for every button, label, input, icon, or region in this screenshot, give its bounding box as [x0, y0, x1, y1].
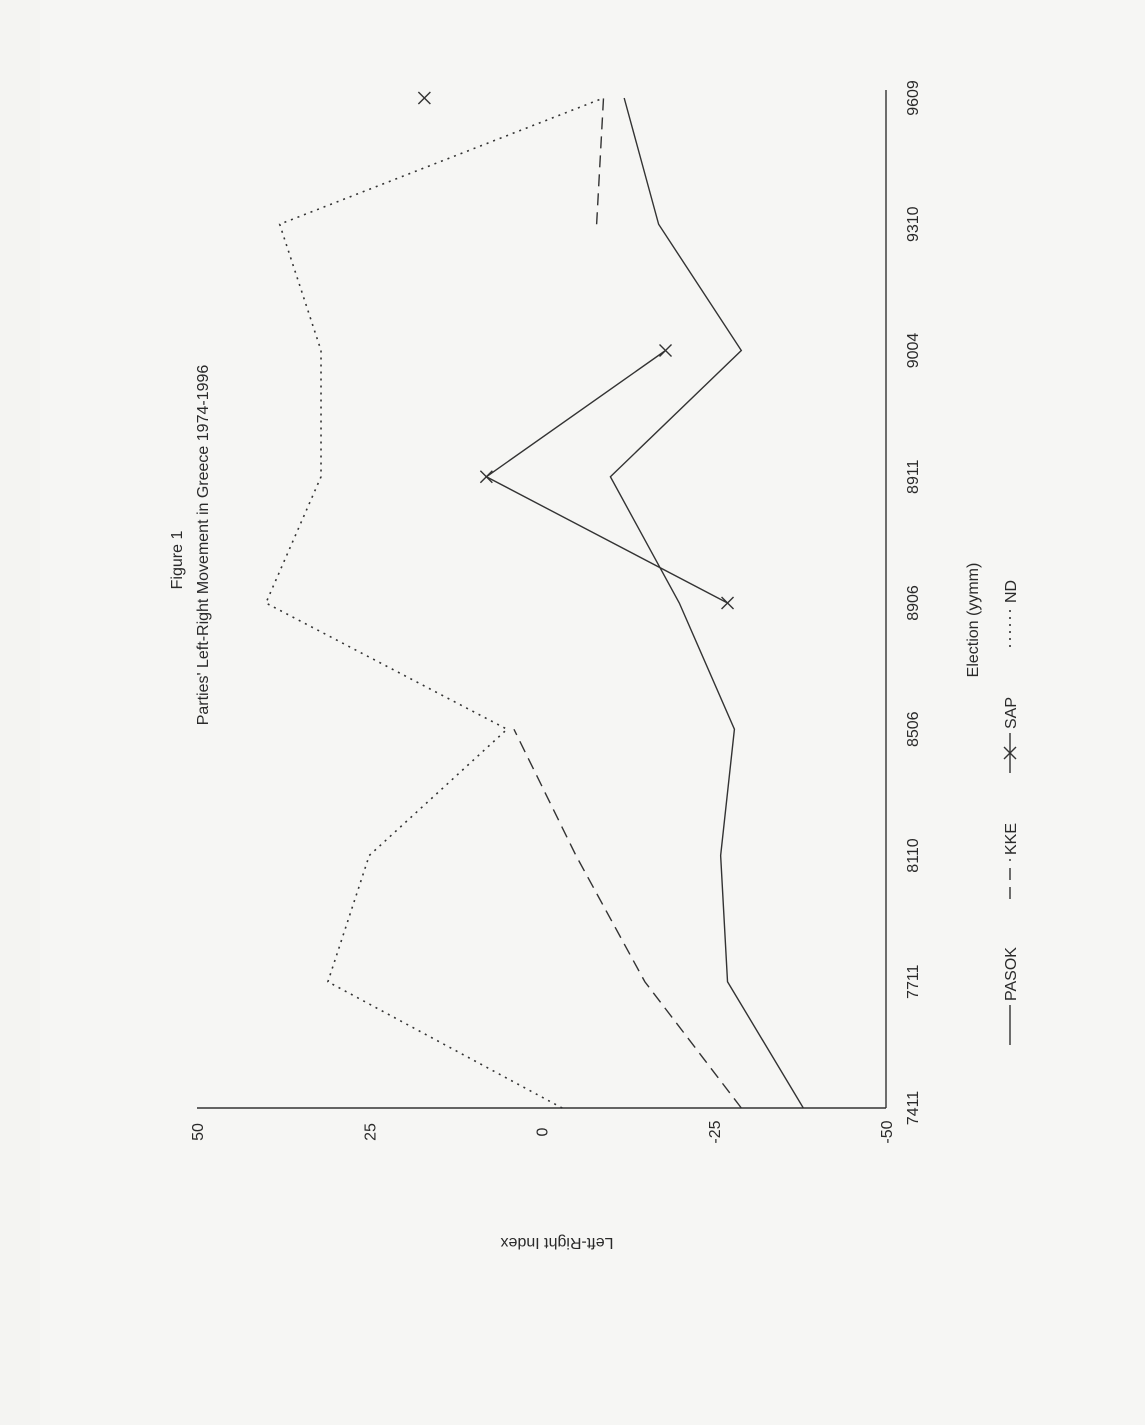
category-tick-label: 7411 [905, 1091, 922, 1126]
series-nd [264, 97, 604, 1109]
sap-point-marker [417, 91, 431, 105]
category-tick-label: 8506 [905, 711, 922, 747]
value-tick-label: 0 [535, 1127, 552, 1136]
chart-subtitle: Parties' Left-Right Movement in Greece 1… [195, 365, 212, 726]
legend-marker [1003, 746, 1017, 760]
legend-item-pasok: PASOK [1003, 947, 1020, 1045]
value-tick-label: -50 [879, 1120, 896, 1143]
nd-line [264, 97, 604, 1109]
category-tick-label: 8911 [905, 459, 922, 494]
sap-point-marker [659, 344, 673, 357]
chart-title: Figure 1 [169, 531, 186, 590]
series-sap [417, 91, 735, 610]
legend-item-sap: SAP [1003, 697, 1020, 773]
pasok-line [609, 97, 804, 1109]
value-axis-title: Left-Right Index [501, 1234, 614, 1251]
legend-item-kke: KKE [1003, 823, 1020, 899]
legend-item-nd: ND [1003, 580, 1020, 647]
category-tick-label: 8110 [905, 838, 922, 873]
kke-line [513, 728, 742, 1109]
sap-point-marker [721, 596, 735, 610]
legend-label: KKE [1003, 823, 1020, 855]
category-tick-label: 9310 [905, 206, 922, 242]
category-tick-label: 8906 [905, 585, 922, 621]
legend-label: SAP [1003, 697, 1020, 729]
sap-point-marker [479, 470, 493, 484]
kke-line [595, 97, 605, 225]
value-tick-label: 25 [362, 1123, 379, 1141]
category-axis-title: Election (yymm) [965, 563, 982, 678]
value-tick-label: 50 [190, 1123, 207, 1141]
legend-label: ND [1003, 580, 1020, 603]
value-tick-label: -25 [707, 1120, 724, 1143]
category-tick-label: 9004 [905, 333, 922, 369]
category-tick-label: 9609 [905, 80, 922, 116]
sap-line [485, 349, 728, 604]
series-pasok [609, 97, 804, 1109]
category-tick-label: 7711 [905, 964, 922, 999]
legend-label: PASOK [1003, 947, 1020, 1001]
series-kke [513, 97, 742, 1109]
paper-sheet [40, 0, 1145, 1425]
